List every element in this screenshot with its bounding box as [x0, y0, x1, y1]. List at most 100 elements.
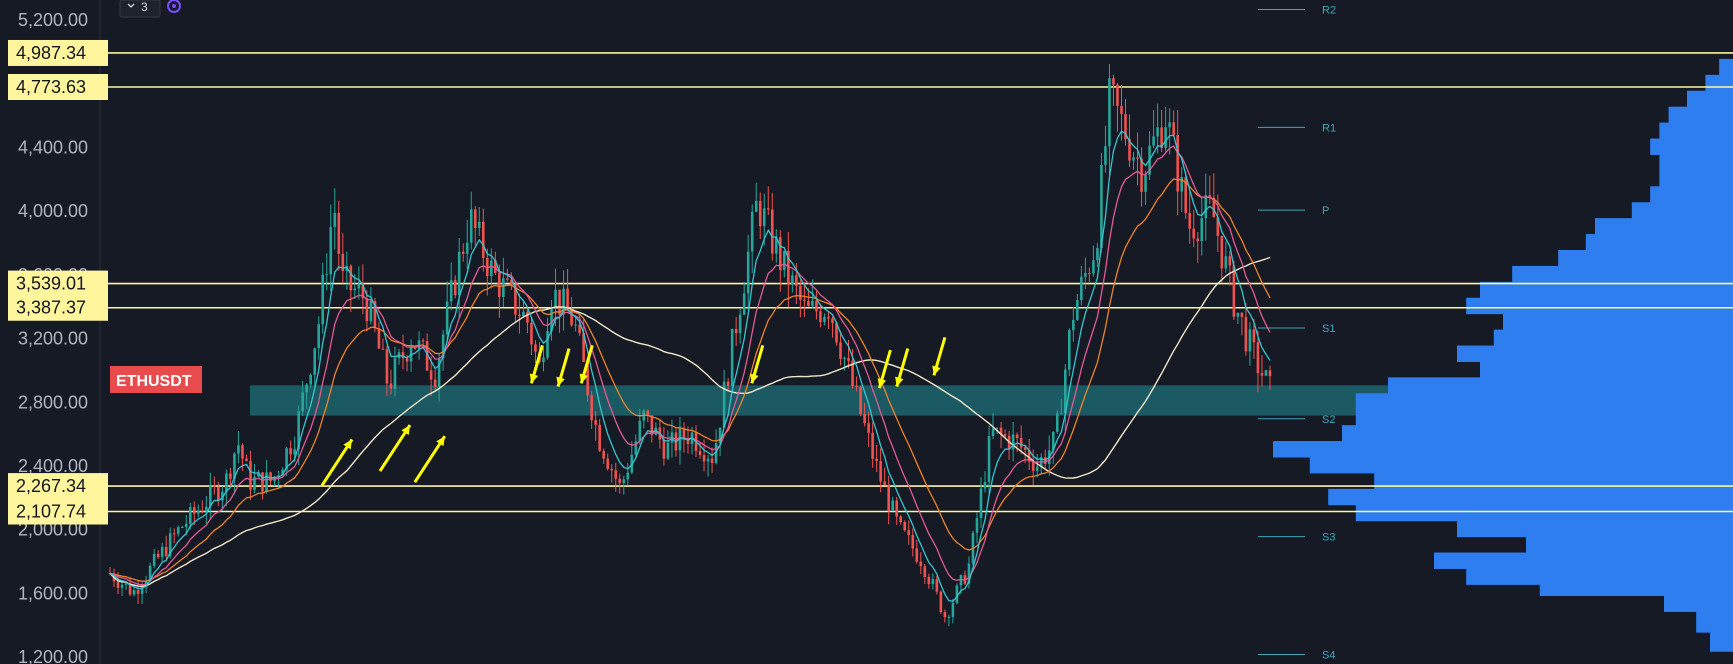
- candle-body: [807, 300, 810, 306]
- annotation-arrow-head: [579, 373, 588, 384]
- candle-body: [445, 301, 449, 335]
- candle-body: [1164, 127, 1167, 149]
- candle-body: [1116, 84, 1119, 106]
- pivot-label: R1: [1322, 122, 1336, 134]
- annotation-arrow-head: [556, 376, 565, 387]
- candle-body: [1015, 434, 1019, 439]
- candle-body: [469, 209, 473, 243]
- volume-profile-bar: [1585, 234, 1733, 251]
- candle-body: [433, 379, 437, 387]
- symbol-badge[interactable]: ETHUSDT: [110, 366, 202, 393]
- candle-body: [622, 479, 626, 483]
- annotation-arrow: [413, 435, 447, 484]
- candle-body: [730, 328, 734, 386]
- volume-profile-bar: [1659, 122, 1733, 140]
- candle-body: [566, 288, 569, 311]
- candle-body: [389, 383, 393, 389]
- candle-body: [405, 358, 409, 362]
- candle-body: [1244, 316, 1248, 352]
- candle-body: [461, 251, 465, 254]
- candle-body: [726, 381, 730, 386]
- candle-body: [1112, 78, 1115, 85]
- annotation-arrow-head: [895, 376, 904, 387]
- candle-body: [329, 226, 333, 275]
- candle-body: [843, 357, 846, 359]
- volume-profile-bar: [1659, 154, 1733, 171]
- candle-body: [441, 334, 445, 359]
- symbol-badge-bg: [110, 366, 202, 393]
- symbol-label: ETHUSDT: [116, 373, 192, 390]
- annotation-arrow: [378, 424, 412, 472]
- volume-profile-bar: [1273, 441, 1733, 458]
- candle-body: [1264, 370, 1268, 376]
- candle-body: [562, 288, 565, 315]
- candle-body: [120, 584, 124, 588]
- candle-body: [1068, 330, 1071, 370]
- candle-body: [449, 280, 453, 302]
- volume-profile-bar: [1466, 297, 1733, 315]
- candle-body: [1196, 238, 1200, 242]
- candle-body: [293, 449, 296, 455]
- candle-body: [1128, 139, 1131, 161]
- sync-icon[interactable]: [167, 0, 181, 13]
- candle-body: [361, 283, 365, 299]
- level-label: 3,387.37: [16, 298, 86, 318]
- candle-body: [1172, 122, 1175, 136]
- candle-body: [494, 260, 497, 273]
- candle-body: [803, 299, 806, 301]
- candle-body: [1051, 431, 1055, 451]
- candle-body: [1031, 461, 1035, 471]
- candle-body: [473, 209, 477, 229]
- candle-body: [506, 278, 509, 280]
- candle-body: [245, 458, 248, 462]
- candle-body: [518, 314, 521, 317]
- candle-body: [1232, 265, 1236, 317]
- candle-body: [919, 561, 923, 567]
- candle-body: [967, 563, 971, 584]
- candle-body: [819, 311, 822, 322]
- candle-body: [863, 413, 866, 424]
- candle-body: [799, 285, 802, 300]
- volume-profile-bar: [1355, 409, 1733, 426]
- volume-profile-bar: [1526, 536, 1733, 554]
- pivot-label: P: [1322, 205, 1329, 217]
- candle-body: [429, 370, 433, 380]
- candle-body: [606, 458, 610, 469]
- candle-body: [1100, 164, 1103, 249]
- candle-body: [714, 443, 718, 463]
- level-label-bg: [8, 473, 108, 500]
- candle-body: [951, 602, 955, 617]
- candle-body: [285, 448, 288, 470]
- candle-body: [1059, 413, 1063, 415]
- candle-body: [614, 470, 618, 479]
- candle-body: [317, 324, 321, 349]
- candle-body: [498, 272, 501, 298]
- level-label-bg: [8, 39, 108, 66]
- candle-body: [1188, 213, 1192, 229]
- candle-body: [197, 510, 200, 514]
- candle-body: [975, 518, 979, 533]
- candle-body: [313, 348, 317, 375]
- annotation-arrow-head: [750, 373, 759, 384]
- candle-body: [931, 579, 935, 585]
- candle-body: [160, 546, 164, 558]
- candle-body: [706, 458, 710, 462]
- candle-body: [233, 453, 236, 479]
- candle-body: [903, 522, 907, 531]
- volume-profile-bar: [1355, 504, 1733, 522]
- candle-body: [867, 423, 870, 433]
- candle-body: [923, 566, 927, 577]
- candle-body: [927, 576, 931, 585]
- volume-profile-bar: [1355, 393, 1733, 410]
- volume-profile-bar: [1631, 202, 1733, 219]
- candle-body: [522, 311, 525, 317]
- candle-body: [779, 237, 782, 271]
- indicator-count-button[interactable]: [119, 0, 161, 18]
- candle-body: [750, 211, 754, 252]
- pivot-label: S4: [1322, 649, 1335, 661]
- candle-body: [1120, 105, 1123, 115]
- candle-body: [887, 484, 890, 511]
- candle-body: [746, 251, 750, 294]
